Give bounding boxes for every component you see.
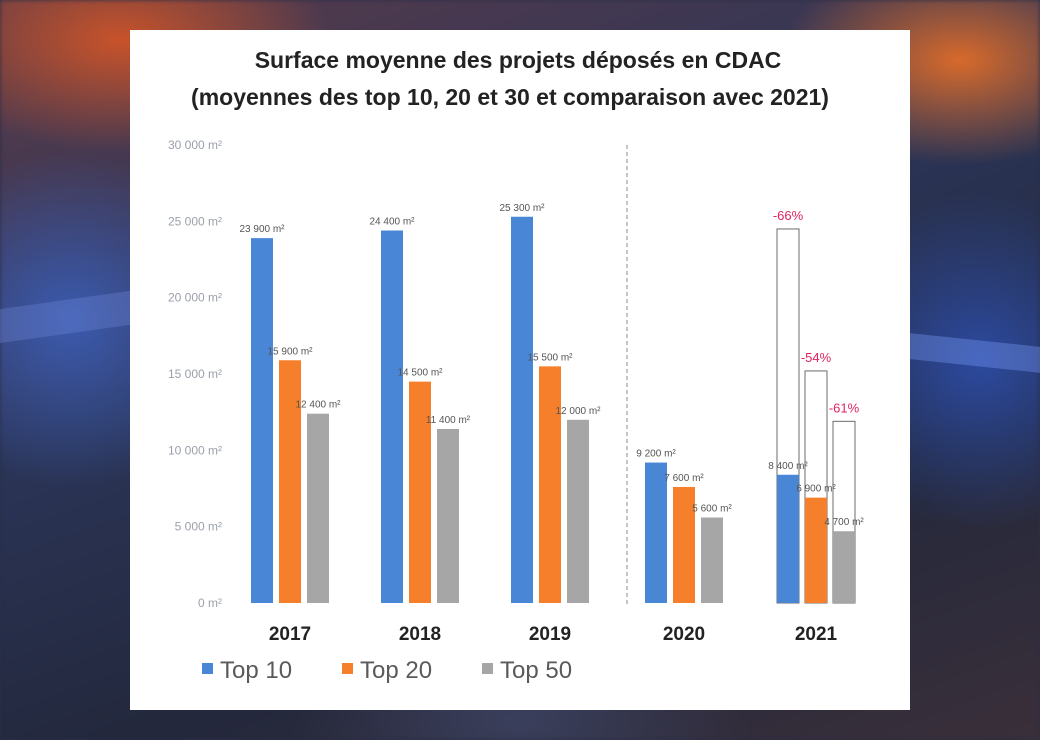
bar [645,462,667,603]
legend-swatch [202,663,213,674]
data-label: 5 600 m² [692,504,732,515]
percent-change-label: -66% [773,208,804,223]
chart-title-line2: (moyennes des top 10, 20 et 30 et compar… [191,84,829,110]
data-label: 11 400 m² [426,415,471,426]
bar [701,517,723,603]
bar [381,230,403,603]
x-category-label: 2020 [663,624,705,645]
y-tick-label: 15 000 m² [168,367,222,381]
percent-change-label: -61% [829,400,860,415]
legend-swatch [482,663,493,674]
legend-label: Top 20 [360,657,432,684]
x-category-label: 2017 [269,624,311,645]
bar [805,497,827,603]
legend-label: Top 10 [220,657,292,684]
bar [777,474,799,603]
y-tick-label: 0 m² [198,596,222,610]
data-label: 9 200 m² [636,449,676,460]
data-label: 12 400 m² [295,400,341,411]
data-label: 14 500 m² [397,368,443,379]
bar [409,381,431,603]
y-tick-label: 5 000 m² [175,520,222,534]
legend-swatch [342,663,353,674]
data-label: 8 400 m² [768,461,808,472]
x-category-label: 2018 [399,624,441,645]
bar [279,360,301,603]
data-label: 25 300 m² [499,203,545,214]
bar [833,531,855,603]
x-category-label: 2019 [529,624,571,645]
data-label: 15 900 m² [267,346,313,357]
bar-chart: Surface moyenne des projets déposés en C… [168,47,864,684]
bar [539,366,561,603]
chart-title-line1: Surface moyenne des projets déposés en C… [255,47,782,73]
bar [567,419,589,603]
percent-change-label: -54% [801,350,832,365]
x-category-label: 2021 [795,624,838,645]
data-label: 7 600 m² [664,473,704,484]
chart-card: Surface moyenne des projets déposés en C… [130,30,910,710]
bar [673,486,695,603]
data-label: 4 700 m² [824,517,864,528]
y-tick-label: 10 000 m² [168,443,222,457]
y-tick-label: 20 000 m² [168,291,222,305]
bar [437,428,459,603]
y-tick-label: 30 000 m² [168,138,222,152]
y-tick-label: 25 000 m² [168,214,222,228]
bar [307,413,329,603]
data-label: 24 400 m² [369,216,415,227]
data-label: 6 900 m² [796,484,836,495]
legend-label: Top 50 [500,657,572,684]
data-label: 15 500 m² [527,352,573,363]
bar [251,238,273,604]
bar [511,216,533,603]
data-label: 23 900 m² [239,224,285,235]
data-label: 12 000 m² [555,406,601,417]
